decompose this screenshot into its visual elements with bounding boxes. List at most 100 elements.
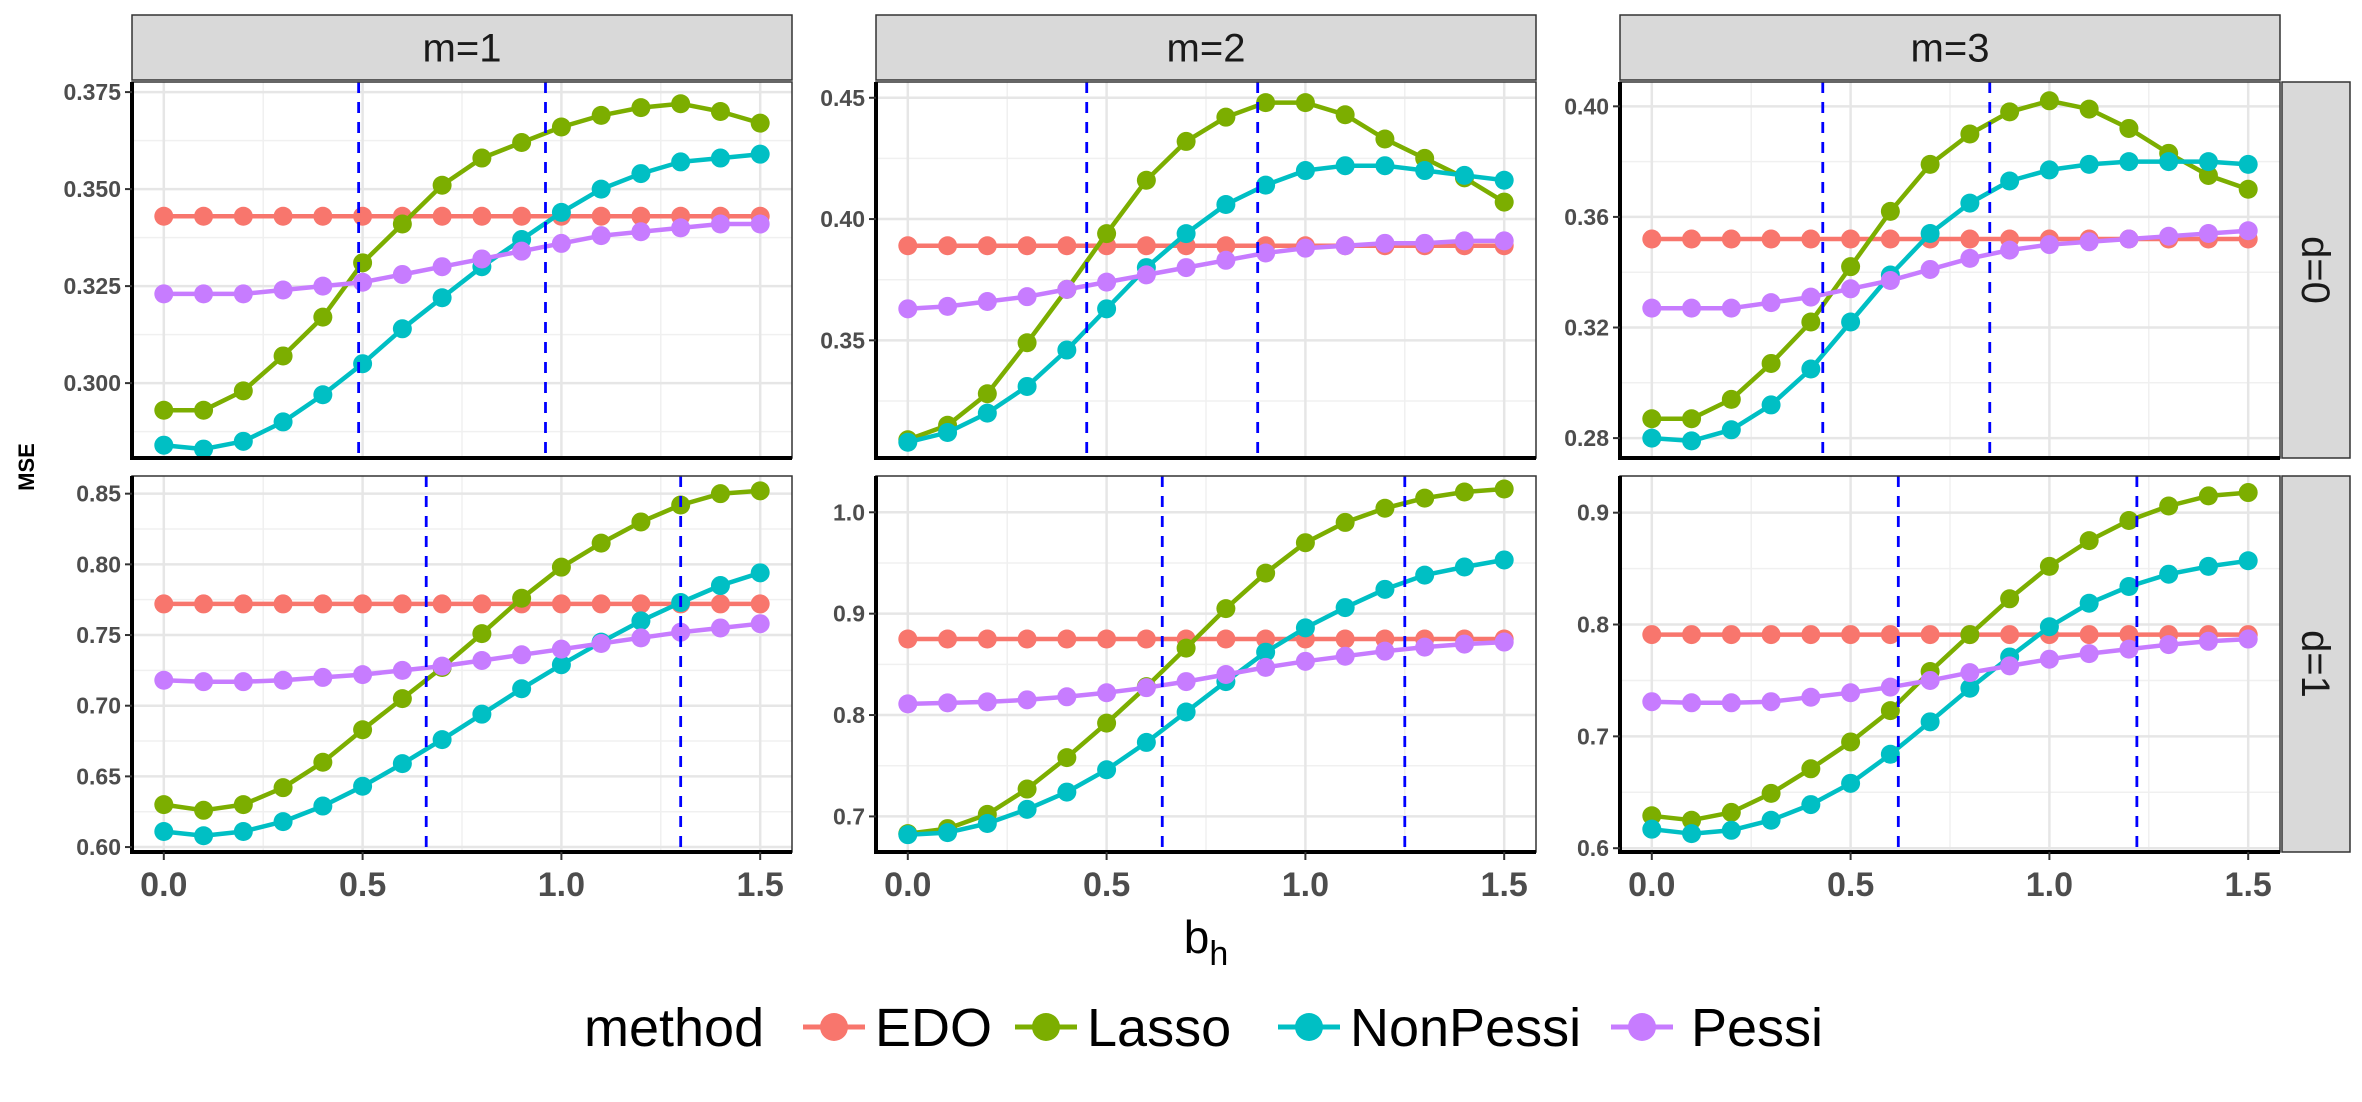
data-point-Pessi xyxy=(1017,690,1037,710)
data-point-Lasso xyxy=(631,512,651,532)
x-axis-title-subscript: h xyxy=(1209,935,1228,973)
data-point-Lasso xyxy=(1216,599,1236,619)
data-point-NonPessi xyxy=(1841,773,1861,793)
data-point-EDO xyxy=(1057,629,1077,649)
legend-key-point xyxy=(1628,1013,1656,1041)
y-tick-label: 0.45 xyxy=(820,85,865,111)
data-point-NonPessi xyxy=(1721,820,1741,840)
data-point-Pessi xyxy=(898,299,918,319)
y-tick-label: 0.70 xyxy=(76,693,121,719)
data-point-Lasso xyxy=(2119,118,2139,138)
data-point-NonPessi xyxy=(2119,152,2139,172)
data-point-Lasso xyxy=(1880,201,1900,221)
data-point-NonPessi xyxy=(1097,760,1117,780)
data-point-Pessi xyxy=(1801,687,1821,707)
series-line-NonPessi xyxy=(907,163,1505,445)
data-point-NonPessi xyxy=(1494,550,1514,570)
data-point-Lasso xyxy=(1017,333,1037,353)
data-point-Pessi xyxy=(1920,259,1940,279)
data-point-Lasso xyxy=(353,253,373,273)
data-point-EDO xyxy=(472,594,492,614)
data-point-EDO xyxy=(1920,625,1940,645)
data-point-Pessi xyxy=(1642,298,1662,318)
data-point-Pessi xyxy=(2039,235,2059,255)
data-point-NonPessi xyxy=(551,655,571,675)
series-line-NonPessi xyxy=(1651,558,2249,836)
data-point-Lasso xyxy=(472,148,492,168)
data-point-Pessi xyxy=(1415,637,1435,657)
data-point-NonPessi xyxy=(1960,678,1980,698)
data-point-NonPessi xyxy=(631,611,651,631)
data-point-Pessi xyxy=(194,672,214,692)
data-point-Lasso xyxy=(392,689,412,709)
data-point-Pessi xyxy=(1494,231,1514,251)
data-point-Lasso xyxy=(1295,93,1315,113)
data-point-NonPessi xyxy=(2039,160,2059,180)
data-point-Pessi xyxy=(1642,692,1662,712)
data-point-NonPessi xyxy=(1375,579,1395,599)
data-point-Lasso xyxy=(1097,224,1117,244)
data-point-NonPessi xyxy=(2079,593,2099,613)
data-point-EDO xyxy=(392,594,412,614)
data-point-NonPessi xyxy=(313,796,333,816)
data-point-NonPessi xyxy=(194,826,214,846)
panel-m=2-d=0: 0.35 0.40 0.45 xyxy=(820,81,1537,460)
data-point-Pessi xyxy=(1682,298,1702,318)
data-point-NonPessi xyxy=(1017,376,1037,396)
data-point-Pessi xyxy=(1176,258,1196,278)
data-point-NonPessi xyxy=(898,825,918,845)
data-point-Pessi xyxy=(750,214,770,234)
data-point-NonPessi xyxy=(233,431,253,451)
data-point-Lasso xyxy=(1841,732,1861,752)
data-point-EDO xyxy=(194,206,214,226)
data-point-EDO xyxy=(1642,625,1662,645)
data-point-Pessi xyxy=(1761,293,1781,313)
series-Lasso xyxy=(154,481,770,820)
data-point-Pessi xyxy=(353,272,373,292)
data-point-NonPessi xyxy=(1017,799,1037,819)
x-axis-title: bh xyxy=(1184,911,1229,973)
data-point-Lasso xyxy=(2079,531,2099,551)
data-point-EDO xyxy=(313,594,333,614)
data-point-Lasso xyxy=(1335,105,1355,125)
data-point-EDO xyxy=(353,206,373,226)
data-point-Lasso xyxy=(1721,802,1741,822)
data-point-Lasso xyxy=(1642,806,1662,826)
facet-strip-bg xyxy=(2281,81,2351,459)
data-point-Lasso xyxy=(154,795,174,815)
data-point-EDO xyxy=(1682,229,1702,249)
facet-strip-d=1: d=1 xyxy=(2281,475,2351,853)
x-tick-label: 0.0 xyxy=(884,866,931,904)
data-point-EDO xyxy=(1335,629,1355,649)
data-point-NonPessi xyxy=(432,730,452,750)
series-line-Pessi xyxy=(907,238,1505,312)
data-point-NonPessi xyxy=(432,288,452,308)
y-tick-label: 0.40 xyxy=(820,206,865,232)
data-point-EDO xyxy=(1057,236,1077,256)
data-point-NonPessi xyxy=(2238,551,2258,571)
y-tick-label: 0.375 xyxy=(63,79,121,105)
data-point-EDO xyxy=(1880,229,1900,249)
data-point-EDO xyxy=(1761,625,1781,645)
data-point-NonPessi xyxy=(671,152,691,172)
data-point-EDO xyxy=(2000,625,2020,645)
data-point-Lasso xyxy=(1880,701,1900,721)
x-tick-label: 0.0 xyxy=(1628,866,1675,904)
data-point-Lasso xyxy=(194,800,214,820)
legend-key-point xyxy=(1295,1013,1323,1041)
data-point-EDO xyxy=(1841,625,1861,645)
data-point-NonPessi xyxy=(938,823,958,843)
facet-strip-label: d=1 xyxy=(2293,630,2337,698)
series-EDO xyxy=(154,206,770,226)
data-point-Pessi xyxy=(938,693,958,713)
data-point-Pessi xyxy=(432,656,452,676)
data-point-Pessi xyxy=(1841,279,1861,299)
data-point-Lasso xyxy=(1721,389,1741,409)
data-point-Pessi xyxy=(273,670,293,690)
data-point-NonPessi xyxy=(1335,156,1355,176)
y-tick-label: 0.36 xyxy=(1564,204,1609,230)
data-point-NonPessi xyxy=(1920,224,1940,244)
data-point-Pessi xyxy=(2198,631,2218,651)
data-point-Lasso xyxy=(1256,93,1276,113)
data-point-Lasso xyxy=(1335,512,1355,532)
